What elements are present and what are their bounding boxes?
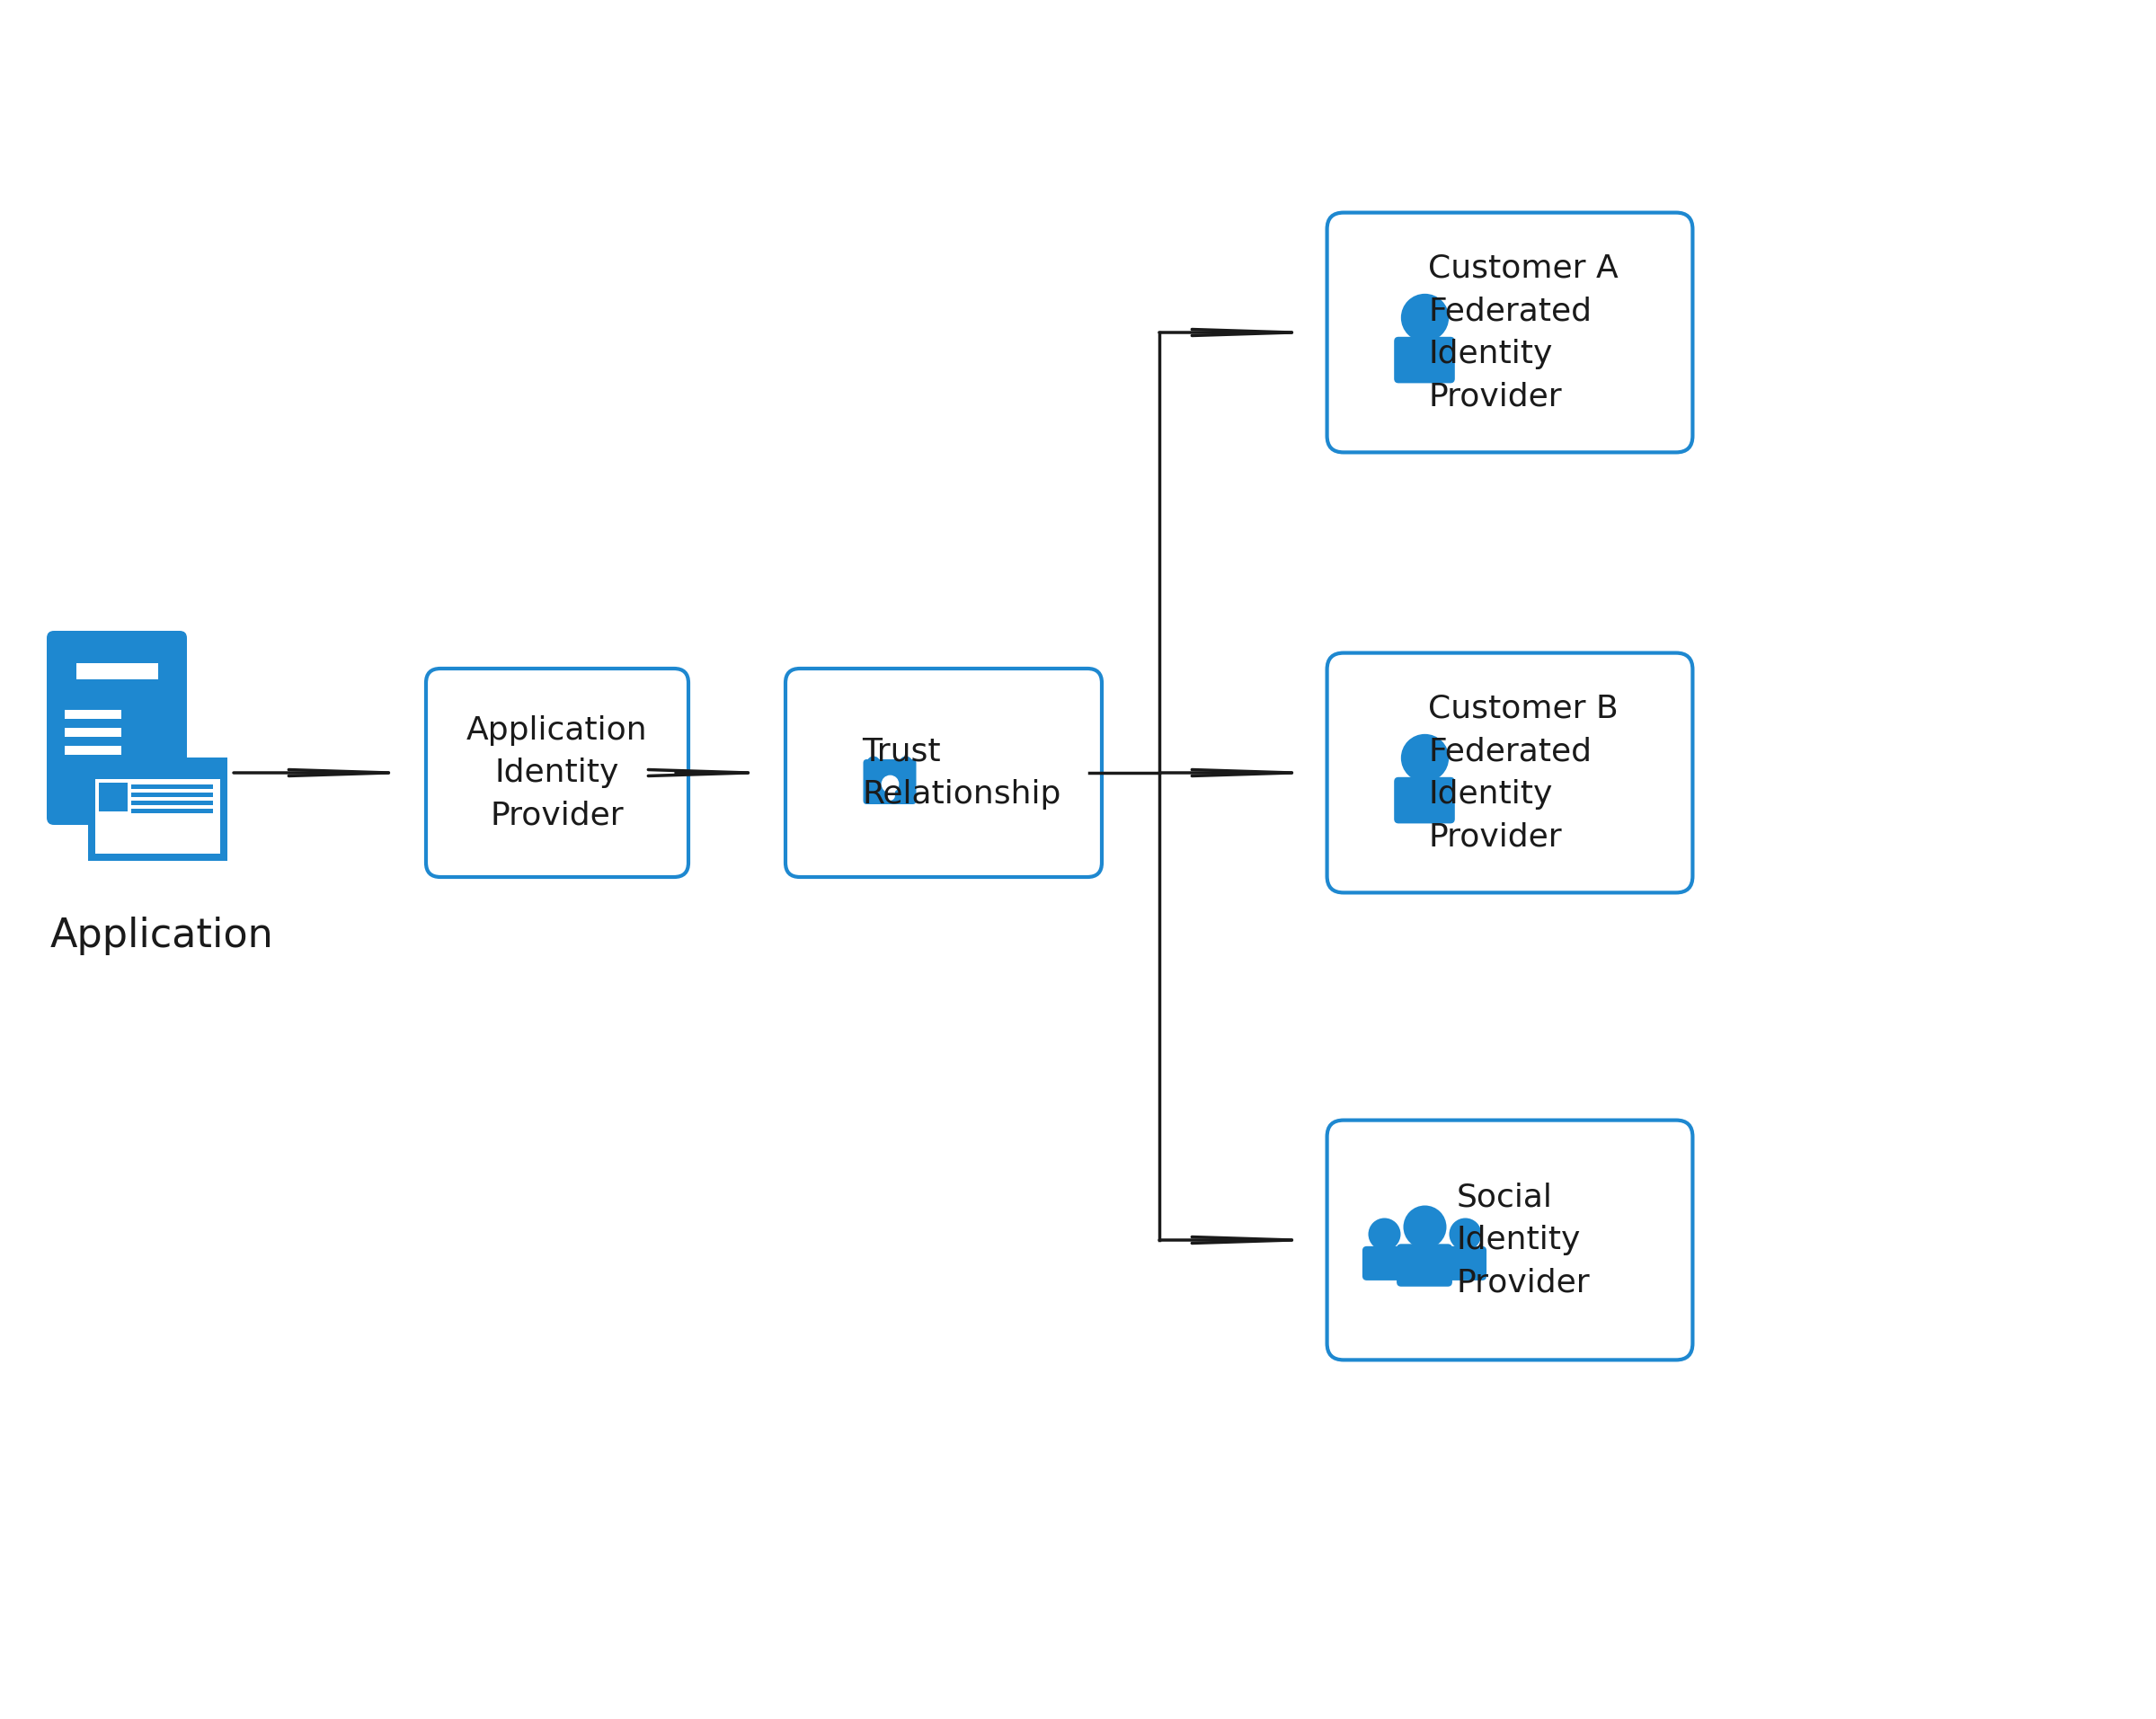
FancyBboxPatch shape: [427, 669, 688, 877]
Text: Application: Application: [50, 916, 274, 956]
FancyBboxPatch shape: [1328, 1121, 1692, 1360]
FancyBboxPatch shape: [1395, 337, 1455, 383]
FancyBboxPatch shape: [1328, 213, 1692, 452]
FancyBboxPatch shape: [132, 792, 213, 796]
FancyBboxPatch shape: [47, 631, 188, 825]
FancyBboxPatch shape: [99, 782, 127, 811]
FancyBboxPatch shape: [1397, 1245, 1453, 1286]
FancyBboxPatch shape: [132, 784, 213, 789]
FancyBboxPatch shape: [1442, 1246, 1485, 1281]
Text: Customer A
Federated
Identity
Provider: Customer A Federated Identity Provider: [1427, 253, 1619, 413]
FancyBboxPatch shape: [132, 808, 213, 813]
Text: Customer B
Federated
Identity
Provider: Customer B Federated Identity Provider: [1427, 693, 1619, 853]
Text: Application
Identity
Provider: Application Identity Provider: [466, 715, 647, 830]
FancyBboxPatch shape: [862, 760, 916, 804]
FancyBboxPatch shape: [1363, 1246, 1406, 1281]
FancyBboxPatch shape: [75, 664, 157, 679]
FancyBboxPatch shape: [65, 746, 121, 755]
FancyBboxPatch shape: [1395, 777, 1455, 823]
FancyBboxPatch shape: [95, 779, 220, 853]
FancyBboxPatch shape: [785, 669, 1102, 877]
FancyBboxPatch shape: [88, 756, 226, 861]
FancyBboxPatch shape: [1328, 653, 1692, 892]
FancyBboxPatch shape: [132, 799, 213, 804]
FancyBboxPatch shape: [65, 710, 121, 719]
FancyBboxPatch shape: [65, 727, 121, 737]
Text: Trust
Relationship: Trust Relationship: [862, 736, 1061, 810]
Text: Social
Identity
Provider: Social Identity Provider: [1457, 1183, 1591, 1298]
FancyBboxPatch shape: [88, 756, 226, 775]
